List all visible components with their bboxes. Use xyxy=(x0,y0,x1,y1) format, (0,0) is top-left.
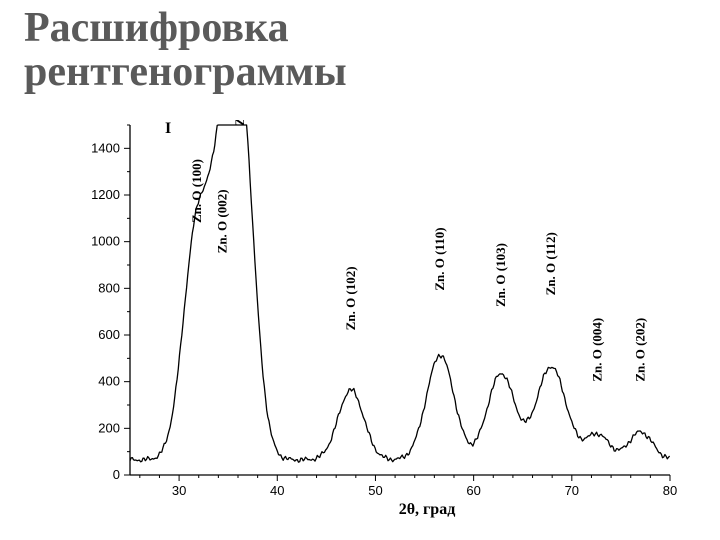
svg-text:I: I xyxy=(165,120,171,137)
svg-text:30: 30 xyxy=(172,483,186,498)
svg-text:Zn. O (202): Zn. O (202) xyxy=(633,318,648,382)
svg-text:60: 60 xyxy=(466,483,480,498)
svg-text:Zn. O (102): Zn. O (102) xyxy=(343,266,358,330)
svg-text:2θ, град: 2θ, град xyxy=(399,501,456,518)
title-line2: рентгенограммы xyxy=(24,49,347,95)
svg-text:Zn. O (101): Zn. O (101) xyxy=(232,120,247,126)
xrd-svg: 0 200 400 600 800 1000 1200 1400 30 40 50 60 70 80 I 2θ… xyxy=(70,120,680,520)
slide-title: Расшифровка рентгенограммы xyxy=(24,6,347,94)
svg-text:Zn. O (103): Zn. O (103) xyxy=(493,243,508,307)
svg-text:1000: 1000 xyxy=(91,234,120,249)
svg-text:400: 400 xyxy=(98,374,120,389)
svg-text:0: 0 xyxy=(113,467,120,482)
svg-text:Zn. O (112): Zn. O (112) xyxy=(543,232,558,295)
svg-text:1400: 1400 xyxy=(91,140,120,155)
svg-text:800: 800 xyxy=(98,280,120,295)
svg-text:70: 70 xyxy=(565,483,579,498)
svg-text:Zn. O (002): Zn. O (002) xyxy=(214,189,229,253)
svg-text:1200: 1200 xyxy=(91,187,120,202)
svg-text:200: 200 xyxy=(98,420,120,435)
svg-text:80: 80 xyxy=(663,483,677,498)
svg-text:600: 600 xyxy=(98,327,120,342)
xrd-chart: 0 200 400 600 800 1000 1200 1400 30 40 50 60 70 80 I 2θ… xyxy=(70,120,680,520)
svg-text:40: 40 xyxy=(270,483,284,498)
svg-text:Zn. O (100): Zn. O (100) xyxy=(189,159,204,223)
svg-text:50: 50 xyxy=(368,483,382,498)
svg-text:Zn. O (110): Zn. O (110) xyxy=(432,227,447,290)
svg-text:Zn. O (004): Zn. O (004) xyxy=(589,318,604,382)
title-line1: Расшифровка xyxy=(24,5,289,51)
